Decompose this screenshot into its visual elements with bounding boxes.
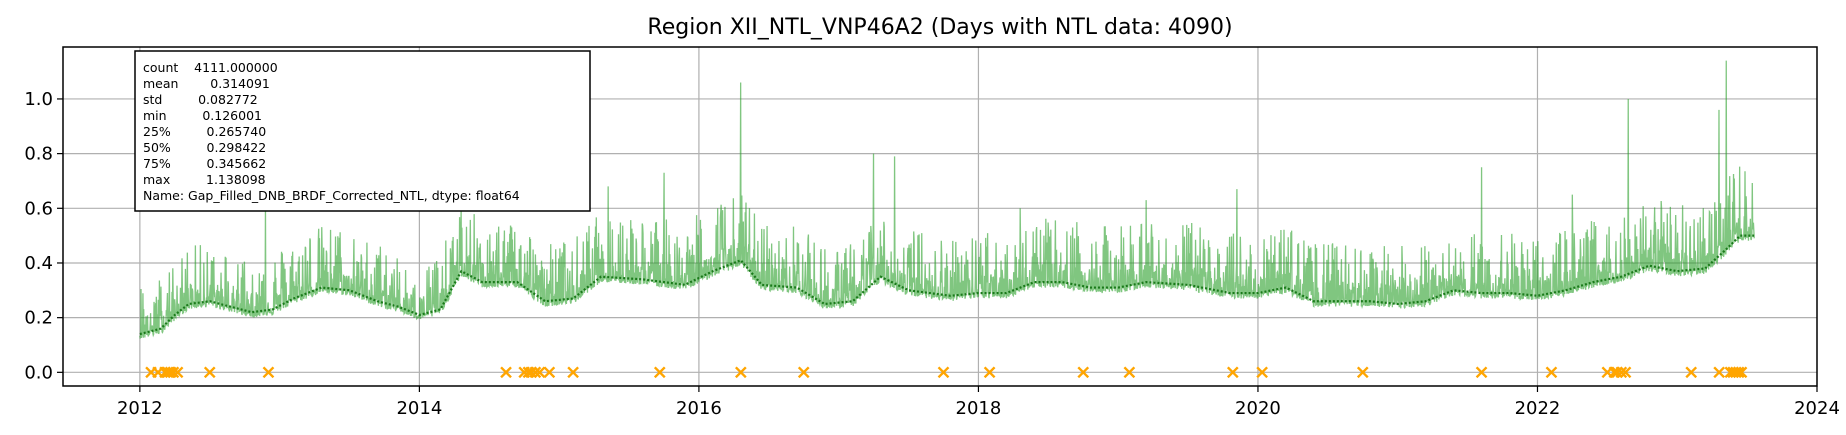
- y-axis: 0.0 0.2 0.4 0.6 0.8 1.0: [24, 89, 63, 383]
- missing-marker: [983, 366, 996, 379]
- missing-marker: [1615, 366, 1628, 379]
- missing-marker: [1735, 366, 1748, 379]
- missing-marker: [1611, 366, 1623, 379]
- missing-marker: [1732, 366, 1745, 379]
- missing-marker: [525, 366, 538, 379]
- missing-marker: [1545, 366, 1558, 379]
- missing-marker: [1619, 366, 1632, 379]
- x-tick-label: 2020: [1235, 398, 1281, 419]
- missing-marker: [1077, 366, 1090, 379]
- stats-line: Name: Gap_Filled_DNB_BRDF_Corrected_NTL,…: [143, 188, 520, 203]
- missing-marker: [533, 366, 546, 379]
- data-layer: [139, 60, 1755, 340]
- x-axis: 2012 2014 2016 2018 2020 2022 2024: [117, 386, 1840, 419]
- missing-marker: [1226, 366, 1239, 379]
- y-tick-label: 0.0: [24, 362, 53, 383]
- x-tick-label: 2024: [1794, 398, 1840, 419]
- missing-marker: [1713, 366, 1726, 379]
- stats-line: min 0.126001: [143, 108, 262, 123]
- missing-marker: [529, 366, 542, 379]
- missing-marker: [937, 366, 950, 379]
- stats-line: 75% 0.345662: [143, 156, 266, 171]
- stats-line: max 1.138098: [143, 172, 266, 187]
- y-tick-label: 0.2: [24, 308, 53, 329]
- y-tick-label: 0.4: [24, 253, 53, 274]
- missing-marker: [262, 366, 275, 379]
- missing-marker: [1123, 366, 1136, 379]
- plot-frame: [62, 46, 1818, 387]
- chart-title: Region XII_NTL_VNP46A2 (Days with NTL da…: [647, 15, 1232, 40]
- missing-marker: [167, 366, 180, 379]
- stats-box: count 4111.000000 mean 0.314091 std 0.08…: [134, 50, 591, 212]
- stats-line: mean 0.314091: [143, 76, 270, 91]
- y-tick-label: 1.0: [24, 89, 53, 110]
- x-tick-label: 2018: [956, 398, 1002, 419]
- ntl-series-line: [139, 60, 1755, 340]
- y-tick-label: 0.6: [24, 198, 53, 219]
- stats-line: 25% 0.265740: [143, 124, 266, 139]
- missing-data-markers: [145, 366, 1748, 379]
- missing-marker: [1475, 366, 1488, 379]
- missing-marker: [1685, 366, 1698, 379]
- missing-marker: [171, 366, 184, 379]
- stats-line: count 4111.000000: [143, 60, 278, 75]
- missing-marker: [500, 366, 512, 379]
- stats-box-frame: [134, 50, 591, 212]
- missing-marker: [203, 366, 216, 379]
- y-tick-label: 0.8: [24, 144, 53, 165]
- stats-line: std 0.082772: [143, 92, 258, 107]
- missing-marker: [734, 366, 747, 379]
- x-tick-label: 2012: [117, 398, 163, 419]
- missing-marker: [543, 366, 556, 379]
- x-tick-label: 2014: [396, 398, 442, 419]
- missing-marker: [1256, 366, 1268, 379]
- x-tick-label: 2016: [676, 398, 722, 419]
- missing-marker: [567, 366, 579, 379]
- missing-marker: [1356, 366, 1369, 379]
- stats-line: 50% 0.298422: [143, 140, 266, 155]
- missing-marker: [797, 366, 810, 379]
- x-tick-label: 2022: [1515, 398, 1561, 419]
- missing-marker: [653, 366, 666, 379]
